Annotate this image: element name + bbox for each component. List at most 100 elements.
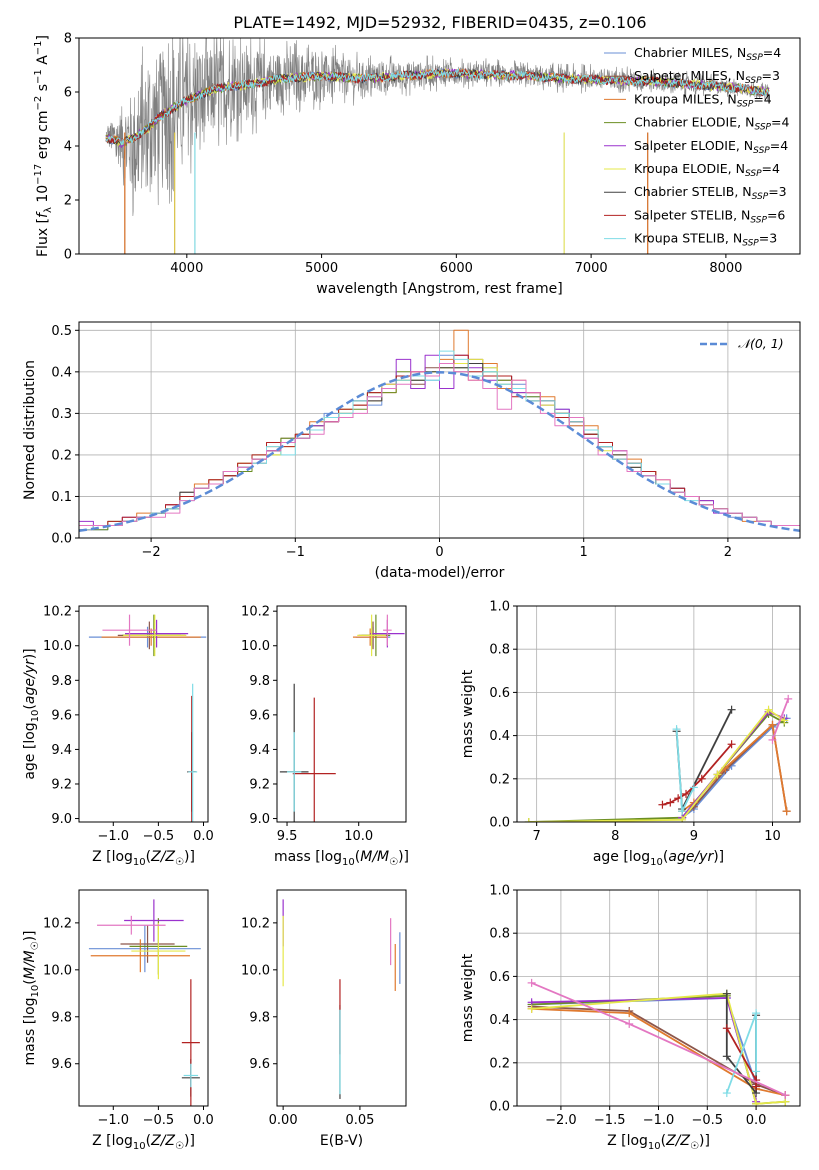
y-tick-label: 9.0 bbox=[249, 812, 270, 827]
y-tick-label: 0 bbox=[64, 248, 72, 263]
x-tick-label: 1 bbox=[580, 545, 588, 560]
y-axis-label: Flux [fλ 10−17 erg cm−2 s−1 A−1] bbox=[33, 35, 54, 257]
weight-line bbox=[531, 997, 757, 1102]
y-axis-label: Normed distribution bbox=[22, 360, 38, 500]
plot-area bbox=[79, 329, 800, 532]
errorbar-point bbox=[101, 628, 201, 646]
x-tick-label: 0.0 bbox=[746, 1113, 767, 1128]
y-tick-label: 8 bbox=[64, 32, 72, 47]
y-tick-label: 1.0 bbox=[489, 600, 510, 615]
axes-frame: 4000 5000 6000 7000 8000 0 2 4 6 8 wavelength [Ang… bbox=[33, 32, 801, 297]
y-axis-label: mass weight bbox=[460, 953, 476, 1042]
errorbar-point bbox=[90, 939, 190, 973]
weight-series bbox=[672, 725, 698, 816]
weight-line bbox=[528, 708, 785, 822]
legend-entry: Kroupa ELODIE, NSSP=4 bbox=[634, 161, 780, 179]
legend-entry: Salpeter MILES, NSSP=3 bbox=[634, 68, 780, 86]
errorbar-point bbox=[125, 619, 189, 648]
axes-frame: 0.00 0.05 9.6 9.8 10.0 10.2 E(B-V) bbox=[241, 889, 407, 1149]
y-tick-label: 0.5 bbox=[51, 324, 72, 339]
x-tick-label: −1 bbox=[286, 545, 305, 560]
y-tick-label: 10.2 bbox=[43, 916, 72, 931]
plot-area bbox=[105, 38, 770, 254]
y-tick-label: 9.8 bbox=[249, 1010, 270, 1025]
y-tick-label: 0.8 bbox=[489, 927, 510, 942]
y-axis-label: age [log10(age/yr)] bbox=[22, 648, 41, 779]
x-tick-label: 0.00 bbox=[269, 1113, 298, 1128]
y-tick-label: 10.0 bbox=[43, 963, 72, 978]
x-tick-label: 8000 bbox=[709, 261, 742, 276]
y-tick-label: 0.4 bbox=[489, 1013, 510, 1028]
axes-box bbox=[78, 605, 209, 823]
y-tick-label: 0.6 bbox=[489, 686, 510, 701]
x-tick-label: 8 bbox=[611, 829, 619, 844]
errorbar-point bbox=[383, 614, 392, 646]
x-tick-label: −2 bbox=[142, 545, 161, 560]
x-tick-label: −1.5 bbox=[594, 1113, 626, 1128]
panels: 4000 5000 6000 7000 8000 0 2 4 6 8 wavelength [Ang… bbox=[22, 32, 801, 1152]
x-tick-label: −0.5 bbox=[143, 1113, 175, 1128]
y-tick-label: 9.2 bbox=[249, 777, 270, 792]
legend-entry: Chabrier ELODIE, NSSP=4 bbox=[634, 115, 789, 133]
axes-frame: 9.5 10.0 9.0 9.2 9.4 9.6 9.8 10.0 10.2 mass [log1… bbox=[241, 605, 409, 868]
y-axis-label: mass [log10(M/M☉)] bbox=[22, 930, 41, 1065]
y-tick-label: 0.1 bbox=[51, 490, 72, 505]
legend-entry: Chabrier MILES, NSSP=4 bbox=[634, 45, 781, 63]
panel-age-vs-mass: 9.5 10.0 9.0 9.2 9.4 9.6 9.8 10.0 10.2 mass [log1… bbox=[241, 605, 409, 868]
y-tick-label: 10.0 bbox=[241, 639, 270, 654]
weight-series bbox=[524, 710, 789, 822]
x-axis-label: wavelength [Angstrom, rest frame] bbox=[316, 281, 562, 297]
panel-age-vs-Z: −1.0 −0.5 0.0 9.0 9.2 9.4 9.6 9.8 10.0 10.2 Z [log… bbox=[22, 605, 214, 868]
weight-series bbox=[768, 694, 793, 744]
y-tick-label: 10.2 bbox=[241, 605, 270, 620]
x-tick-label: −0.5 bbox=[143, 829, 175, 844]
panel-mass-vs-Z: −1.0 −0.5 0.0 9.6 9.8 10.0 10.2 Z [log10(Z/Z☉)]… bbox=[22, 889, 214, 1152]
x-tick-label: −0.5 bbox=[692, 1113, 724, 1128]
y-tick-label: 2 bbox=[64, 194, 72, 209]
errorbar-point bbox=[287, 732, 302, 812]
axes-frame: −1.0 −0.5 0.0 9.6 9.8 10.0 10.2 Z [log10(Z/Z☉)]… bbox=[22, 889, 214, 1152]
gaussian-curve bbox=[79, 371, 800, 532]
x-tick-label: 0.0 bbox=[193, 829, 214, 844]
y-tick-label: 0.2 bbox=[489, 772, 510, 787]
y-tick-label: 0.2 bbox=[51, 448, 72, 463]
plot-area bbox=[524, 694, 793, 822]
y-tick-label: 10.2 bbox=[43, 605, 72, 620]
errorbar-point bbox=[124, 899, 184, 942]
figure-title: PLATE=1492, MJD=52932, FIBERID=0435, z=0… bbox=[233, 13, 646, 32]
errorbar-point bbox=[292, 697, 336, 822]
errorbar-point bbox=[97, 915, 166, 935]
y-tick-label: 6 bbox=[64, 86, 72, 101]
y-tick-label: 9.0 bbox=[51, 812, 72, 827]
x-tick-label: 9 bbox=[690, 829, 698, 844]
x-tick-label: −1.0 bbox=[643, 1113, 675, 1128]
x-axis-label: Z [log10(Z/Z☉)] bbox=[92, 849, 195, 868]
y-tick-label: 10.0 bbox=[43, 639, 72, 654]
x-axis-label: Z [log10(Z/Z☉)] bbox=[607, 1133, 710, 1152]
weight-line bbox=[531, 1005, 786, 1097]
errorbar-point bbox=[188, 683, 198, 822]
residual-legend: 𝒩(0, 1) bbox=[700, 336, 784, 351]
x-axis-label: Z [log10(Z/Z☉)] bbox=[92, 1133, 195, 1152]
errorbar-point bbox=[120, 925, 175, 963]
y-tick-label: 0.0 bbox=[489, 816, 510, 831]
panel-mass-vs-ebv: 0.00 0.05 9.6 9.8 10.0 10.2 E(B-V) bbox=[241, 889, 407, 1149]
y-tick-label: 9.2 bbox=[51, 777, 72, 792]
axes-frame: 7 8 9 10 0.0 0.2 0.4 0.6 0.8 1.0 age [log10(age/yr… bbox=[460, 600, 801, 868]
errorbar-point bbox=[183, 1063, 199, 1088]
x-tick-label: 5000 bbox=[305, 261, 338, 276]
x-tick-label: 2 bbox=[724, 545, 732, 560]
y-tick-label: 9.8 bbox=[51, 1010, 72, 1025]
y-tick-label: 0.0 bbox=[51, 532, 72, 547]
errorbar-point bbox=[88, 925, 201, 973]
y-tick-label: 9.8 bbox=[51, 674, 72, 689]
y-tick-label: 9.6 bbox=[249, 1057, 270, 1072]
x-tick-label: −1.0 bbox=[97, 829, 129, 844]
x-tick-label: −1.0 bbox=[97, 1113, 129, 1128]
spectrum-legend: Chabrier MILES, NSSP=4 Salpeter MILES, NS… bbox=[604, 45, 789, 249]
x-tick-label: 0 bbox=[435, 545, 443, 560]
y-tick-label: 9.4 bbox=[249, 743, 270, 758]
axes-box bbox=[276, 605, 407, 823]
axes-frame: −2 −1 0 1 2 0.0 0.1 0.2 0.3 0.4 0.5 (data-model)/er… bbox=[22, 321, 801, 581]
